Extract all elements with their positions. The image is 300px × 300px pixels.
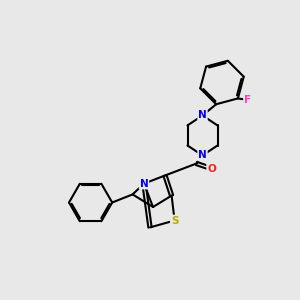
Text: S: S <box>171 215 178 226</box>
Text: N: N <box>198 150 207 161</box>
Text: N: N <box>140 178 148 189</box>
Text: N: N <box>198 110 207 121</box>
Text: O: O <box>207 164 216 174</box>
Text: F: F <box>244 95 251 105</box>
